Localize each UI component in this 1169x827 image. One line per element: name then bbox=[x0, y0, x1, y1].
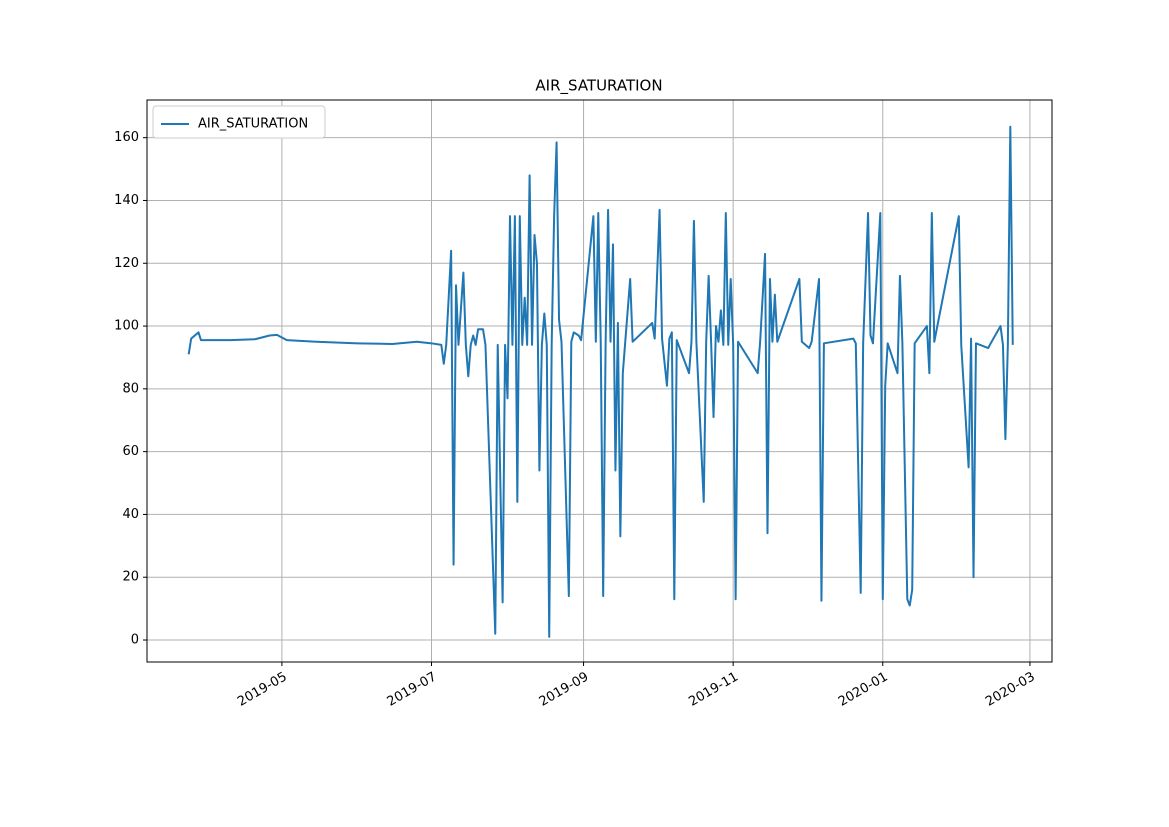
x-tick-label: 2019-11 bbox=[686, 670, 741, 710]
data-line bbox=[187, 125, 1014, 638]
y-tick-label: 120 bbox=[114, 256, 139, 271]
x-tick-label: 2019-05 bbox=[235, 670, 290, 710]
x-tick-label: 2019-09 bbox=[537, 670, 592, 710]
x-tick-label: 2019-07 bbox=[385, 670, 440, 710]
x-tick-label: 2020-01 bbox=[836, 670, 891, 710]
legend-box bbox=[152, 105, 326, 139]
chart-title: AIR_SATURATION bbox=[535, 77, 662, 96]
legend: AIR_SATURATION bbox=[152, 105, 326, 139]
legend-label: AIR_SATURATION bbox=[198, 117, 308, 132]
y-tick-label: 60 bbox=[122, 444, 139, 459]
y-tick-label: 100 bbox=[114, 319, 139, 334]
y-tick-label: 20 bbox=[122, 570, 139, 585]
y-tick-label: 80 bbox=[122, 381, 139, 396]
y-tick-label: 140 bbox=[114, 193, 139, 208]
y-tick-label: 40 bbox=[122, 507, 139, 522]
x-tick-label: 2020-03 bbox=[983, 670, 1038, 710]
plot-frame bbox=[146, 99, 1053, 663]
y-tick-label: 160 bbox=[114, 130, 139, 145]
y-tick-label: 0 bbox=[131, 633, 139, 648]
